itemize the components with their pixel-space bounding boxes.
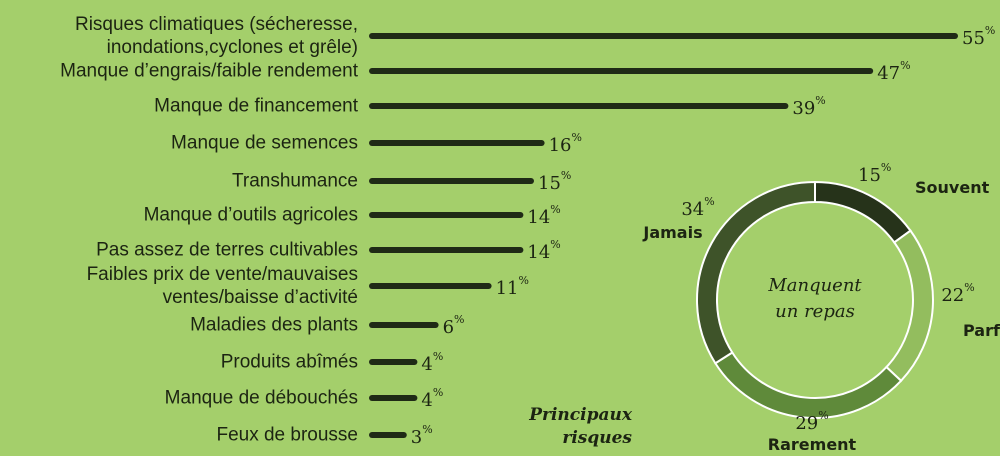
value-label: 4% — [421, 386, 443, 411]
category-label: Manque de financement — [154, 95, 358, 117]
category-label: Feux de brousse — [216, 424, 358, 446]
category-label: Risques climatiques (sécheresse, inondat… — [74, 14, 358, 58]
chart-title: Manquent un repas — [768, 275, 862, 322]
category-label: Jamais — [642, 223, 702, 242]
category-label: Maladies des plants — [190, 314, 358, 336]
donut-segment — [696, 180, 816, 365]
value-label: 15% — [858, 161, 891, 186]
category-label: Manque de débouchés — [164, 387, 358, 409]
category-label: Faibles prix de vente/mauvaises ventes/b… — [86, 264, 358, 308]
value-label: 4% — [421, 350, 443, 375]
category-label: Manque d’engrais/faible rendement — [60, 60, 358, 82]
category-label: Manque d’outils agricoles — [143, 204, 358, 226]
value-label: 16% — [549, 131, 582, 156]
value-label: 39% — [792, 94, 825, 119]
value-label: 47% — [877, 59, 910, 84]
category-label: Souvent — [915, 178, 990, 197]
value-label: 14% — [527, 238, 560, 263]
value-label: 3% — [411, 423, 433, 448]
value-label: 6% — [443, 313, 465, 338]
donut-segment — [814, 180, 912, 244]
value-label: 55% — [962, 24, 995, 49]
chart-title: Principaux risques — [529, 405, 632, 448]
category-label: Parfois — [963, 321, 1000, 340]
value-label: 15% — [538, 169, 571, 194]
value-label: 11% — [496, 274, 529, 299]
category-label: Transhumance — [231, 170, 358, 192]
category-label: Produits abîmés — [220, 351, 358, 373]
value-label: 14% — [527, 203, 560, 228]
value-label: 29% — [795, 409, 828, 434]
category-label: Pas assez de terres cultivables — [96, 239, 358, 261]
value-label: 22% — [941, 281, 974, 306]
value-label: 34% — [681, 195, 714, 220]
donut-segment — [713, 351, 903, 419]
category-label: Manque de semences — [171, 132, 358, 154]
category-label: Rarement — [768, 435, 857, 454]
